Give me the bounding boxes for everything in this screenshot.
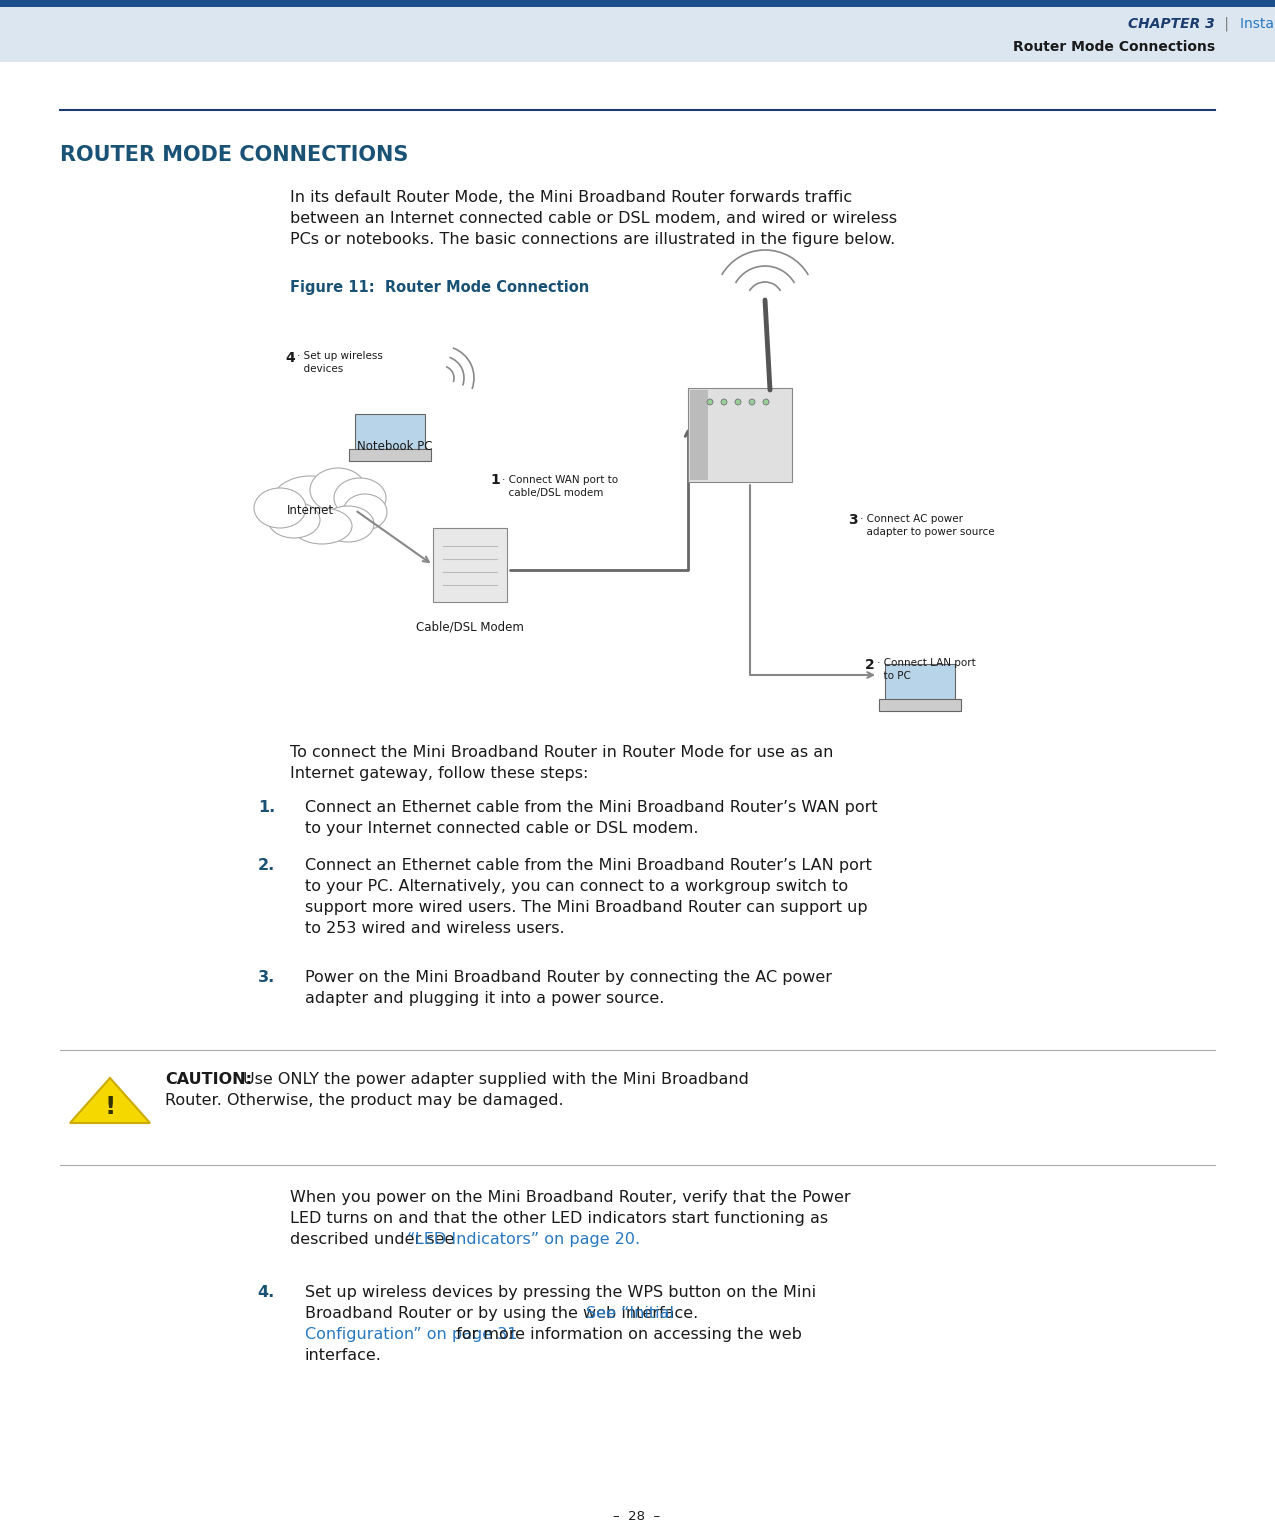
Text: · Connect WAN port to
  cable/DSL modem: · Connect WAN port to cable/DSL modem bbox=[502, 475, 618, 498]
FancyBboxPatch shape bbox=[878, 699, 961, 711]
Text: To connect the Mini Broadband Router in Router Mode for use as an: To connect the Mini Broadband Router in … bbox=[289, 745, 834, 760]
Text: PCs or notebooks. The basic connections are illustrated in the figure below.: PCs or notebooks. The basic connections … bbox=[289, 231, 895, 247]
Bar bbox=[0, 0, 1275, 8]
FancyBboxPatch shape bbox=[354, 414, 425, 450]
Ellipse shape bbox=[268, 502, 320, 538]
Text: When you power on the Mini Broadband Router, verify that the Power: When you power on the Mini Broadband Rou… bbox=[289, 1190, 850, 1206]
Text: · Connect LAN port
  to PC: · Connect LAN port to PC bbox=[877, 659, 975, 682]
Text: Notebook PC: Notebook PC bbox=[357, 440, 432, 453]
Text: Use ONLY the power adapter supplied with the Mini Broadband: Use ONLY the power adapter supplied with… bbox=[244, 1072, 748, 1088]
FancyBboxPatch shape bbox=[434, 529, 507, 602]
Text: Figure 11:  Router Mode Connection: Figure 11: Router Mode Connection bbox=[289, 280, 589, 296]
Bar bbox=[0, 8, 1275, 61]
Text: See “Initial: See “Initial bbox=[585, 1305, 673, 1321]
Ellipse shape bbox=[310, 467, 366, 512]
Ellipse shape bbox=[334, 478, 386, 518]
Ellipse shape bbox=[762, 398, 769, 404]
Text: –  28  –: – 28 – bbox=[613, 1511, 660, 1523]
Text: 1.: 1. bbox=[258, 800, 275, 815]
Text: Internet: Internet bbox=[287, 504, 334, 516]
Text: Router Mode Connections: Router Mode Connections bbox=[1012, 40, 1215, 54]
Text: 2.: 2. bbox=[258, 858, 275, 873]
Text: Internet gateway, follow these steps:: Internet gateway, follow these steps: bbox=[289, 766, 588, 781]
Ellipse shape bbox=[254, 489, 306, 529]
Text: !: ! bbox=[105, 1095, 116, 1120]
Text: interface.: interface. bbox=[305, 1348, 382, 1363]
Ellipse shape bbox=[292, 509, 352, 544]
Text: 3: 3 bbox=[848, 513, 858, 527]
Text: · Set up wireless
  devices: · Set up wireless devices bbox=[297, 351, 382, 374]
Text: Installing the Mini Router: Installing the Mini Router bbox=[1241, 17, 1275, 31]
Text: 1: 1 bbox=[490, 473, 500, 487]
FancyBboxPatch shape bbox=[688, 388, 792, 483]
Text: Set up wireless devices by pressing the WPS button on the Mini: Set up wireless devices by pressing the … bbox=[305, 1285, 816, 1301]
Text: 4: 4 bbox=[286, 351, 295, 365]
Ellipse shape bbox=[343, 493, 388, 530]
Text: for more information on accessing the web: for more information on accessing the we… bbox=[451, 1327, 802, 1342]
Bar bbox=[690, 391, 708, 480]
Text: described under see: described under see bbox=[289, 1232, 459, 1247]
Text: Power on the Mini Broadband Router by connecting the AC power: Power on the Mini Broadband Router by co… bbox=[305, 970, 833, 985]
Text: 2: 2 bbox=[864, 659, 875, 673]
Text: Broadband Router or by using the web interface.: Broadband Router or by using the web int… bbox=[305, 1305, 704, 1321]
FancyBboxPatch shape bbox=[885, 663, 955, 702]
Text: In its default Router Mode, the Mini Broadband Router forwards traffic: In its default Router Mode, the Mini Bro… bbox=[289, 190, 852, 205]
Text: between an Internet connected cable or DSL modem, and wired or wireless: between an Internet connected cable or D… bbox=[289, 211, 898, 227]
Text: |: | bbox=[1220, 17, 1229, 31]
Text: Connect an Ethernet cable from the Mini Broadband Router’s LAN port: Connect an Ethernet cable from the Mini … bbox=[305, 858, 872, 873]
Text: adapter and plugging it into a power source.: adapter and plugging it into a power sou… bbox=[305, 991, 664, 1007]
Text: to your PC. Alternatively, you can connect to a workgroup switch to: to your PC. Alternatively, you can conne… bbox=[305, 879, 848, 895]
FancyBboxPatch shape bbox=[349, 449, 431, 461]
Text: CHAPTER 3: CHAPTER 3 bbox=[1128, 17, 1215, 31]
Text: “LED Indicators” on page 20.: “LED Indicators” on page 20. bbox=[407, 1232, 640, 1247]
Ellipse shape bbox=[748, 398, 755, 404]
Text: 3.: 3. bbox=[258, 970, 275, 985]
Text: ROUTER MODE CONNECTIONS: ROUTER MODE CONNECTIONS bbox=[60, 146, 408, 165]
Text: LED turns on and that the other LED indicators start functioning as: LED turns on and that the other LED indi… bbox=[289, 1210, 829, 1226]
Text: support more wired users. The Mini Broadband Router can support up: support more wired users. The Mini Broad… bbox=[305, 899, 867, 915]
Text: to 253 wired and wireless users.: to 253 wired and wireless users. bbox=[305, 921, 565, 936]
Ellipse shape bbox=[708, 398, 713, 404]
Text: Connect an Ethernet cable from the Mini Broadband Router’s WAN port: Connect an Ethernet cable from the Mini … bbox=[305, 800, 877, 815]
Text: · Connect AC power
  adapter to power source: · Connect AC power adapter to power sour… bbox=[861, 515, 994, 538]
Text: CAUTION:: CAUTION: bbox=[164, 1072, 252, 1088]
Text: Router. Otherwise, the product may be damaged.: Router. Otherwise, the product may be da… bbox=[164, 1092, 564, 1108]
Ellipse shape bbox=[272, 476, 348, 529]
Ellipse shape bbox=[323, 506, 374, 542]
Text: Cable/DSL Modem: Cable/DSL Modem bbox=[416, 620, 524, 633]
Text: Configuration” on page 31: Configuration” on page 31 bbox=[305, 1327, 518, 1342]
Polygon shape bbox=[70, 1079, 150, 1123]
Ellipse shape bbox=[720, 398, 727, 404]
Text: 4.: 4. bbox=[258, 1285, 275, 1301]
Ellipse shape bbox=[734, 398, 741, 404]
Text: to your Internet connected cable or DSL modem.: to your Internet connected cable or DSL … bbox=[305, 821, 699, 836]
